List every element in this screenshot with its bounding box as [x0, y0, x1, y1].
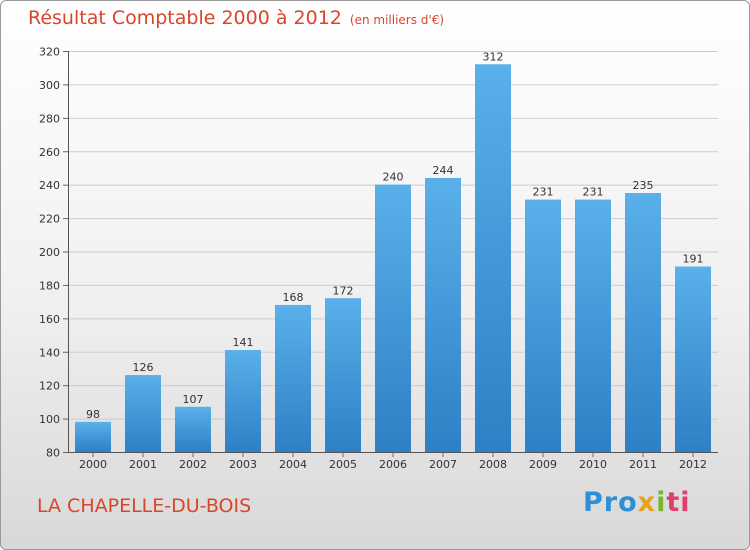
data-label: 98 [86, 408, 100, 421]
bar-highlight [375, 185, 411, 187]
bar [175, 407, 211, 452]
bar-highlight [575, 200, 611, 202]
bar [375, 185, 411, 452]
y-tick-label: 240 [39, 179, 60, 192]
x-tick-label: 2006 [379, 458, 407, 471]
x-tick-label: 2010 [579, 458, 607, 471]
data-label: 107 [183, 393, 204, 406]
x-tick-label: 2001 [129, 458, 157, 471]
y-tick-label: 200 [39, 246, 60, 259]
data-label: 126 [133, 361, 154, 374]
y-tick-label: 320 [39, 46, 60, 59]
bar-highlight [625, 193, 661, 195]
bar [575, 200, 611, 452]
bar [675, 267, 711, 452]
bar-highlight [125, 375, 161, 377]
y-tick-label: 300 [39, 79, 60, 92]
x-tick-label: 2002 [179, 458, 207, 471]
x-tick-label: 2003 [229, 458, 257, 471]
brand-logo-part: x [638, 487, 656, 518]
y-tick-label: 220 [39, 213, 60, 226]
y-tick-label: 180 [39, 279, 60, 292]
data-label: 240 [383, 171, 404, 184]
chart-frame: Résultat Comptable 2000 à 2012 (en millie… [0, 0, 750, 550]
x-tick-label: 2009 [529, 458, 557, 471]
bar-highlight [75, 422, 111, 424]
x-tick-label: 2011 [629, 458, 657, 471]
brand-logo-part: Pro [583, 487, 638, 518]
x-tick-label: 2000 [79, 458, 107, 471]
y-tick-label: 140 [39, 346, 60, 359]
bar-highlight [325, 298, 361, 300]
bar [325, 298, 361, 452]
brand-logo-part: ti [666, 487, 690, 518]
x-tick-label: 2008 [479, 458, 507, 471]
bar-highlight [175, 407, 211, 409]
data-label: 172 [333, 284, 354, 297]
bar-highlight [475, 64, 511, 66]
data-label: 231 [533, 186, 554, 199]
bar-highlight [225, 350, 261, 352]
bar [75, 422, 111, 452]
bar-highlight [275, 305, 311, 307]
bar [125, 375, 161, 452]
data-label: 191 [683, 253, 704, 266]
bar-highlight [675, 267, 711, 269]
x-tick-label: 2012 [679, 458, 707, 471]
bar [625, 193, 661, 452]
y-tick-label: 260 [39, 146, 60, 159]
y-tick-label: 120 [39, 380, 60, 393]
bar [225, 350, 261, 452]
location-name: LA CHAPELLE-DU-BOIS [37, 495, 251, 517]
brand-logo-part: i [656, 487, 666, 518]
bar [525, 200, 561, 452]
bar-chart: 80 100 120 140 160 180 200 220 240 260 280 300 320 98… [1, 1, 750, 550]
bar-highlight [525, 200, 561, 202]
brand-logo: Proxiti [583, 487, 691, 518]
y-tick-label: 80 [46, 447, 60, 460]
data-label: 312 [483, 50, 504, 63]
bar [275, 305, 311, 452]
x-tick-label: 2004 [279, 458, 307, 471]
x-tick-label: 2005 [329, 458, 357, 471]
y-tick-label: 280 [39, 112, 60, 125]
x-tick-label: 2007 [429, 458, 457, 471]
bar [425, 178, 461, 452]
bar [475, 64, 511, 452]
y-tick-label: 100 [39, 413, 60, 426]
data-label: 231 [583, 186, 604, 199]
bars [75, 64, 711, 452]
y-tick-label: 160 [39, 313, 60, 326]
data-label: 168 [283, 291, 304, 304]
bar-highlight [425, 178, 461, 180]
data-label: 244 [433, 164, 454, 177]
data-label: 141 [233, 336, 254, 349]
data-label: 235 [633, 179, 654, 192]
